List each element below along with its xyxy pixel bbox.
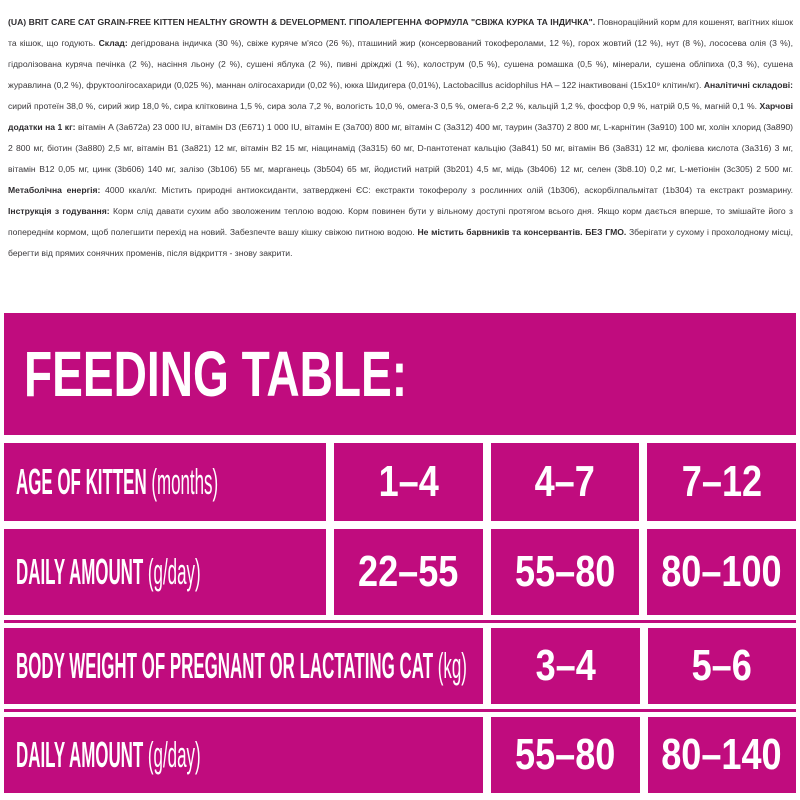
row-value-cell: 4–7 (490, 443, 640, 521)
label-text-segment: 4000 ккал/кг. Містить природні антиоксид… (105, 184, 793, 195)
label-text-bold-segment: Склад: (98, 37, 131, 48)
row-value-cell: 3–4 (491, 628, 640, 704)
row-label-cell: AGE OF KITTEN (months) (4, 443, 326, 521)
label-text-segment: Повнораційний корм для кошенят, вагітних… (8, 16, 793, 48)
row-value: 4–7 (534, 457, 596, 506)
label-text-bold-segment: Аналітичні складові: (703, 79, 793, 90)
label-text-segment: Зберігати у сухому і прохолодному місці,… (8, 226, 793, 258)
row-separator (4, 615, 796, 628)
row-separator (4, 521, 796, 529)
feeding-table-title-text: FEEDING TABLE: (24, 338, 408, 410)
row-label-cell: BODY WEIGHT OF PREGNANT OR LACTATING CAT… (4, 628, 483, 704)
row-value-cell: 80–140 (647, 717, 796, 793)
feeding-table-row: DAILY AMOUNT (g/day) 22–55 55–80 80–100 (4, 529, 797, 615)
feeding-table: AGE OF KITTEN (months) 1–4 4–7 7–12 DAILY AM… (4, 435, 797, 793)
row-value-cell: 55–80 (490, 529, 640, 615)
row-separator (4, 704, 796, 717)
row-label: AGE OF KITTEN (months) (16, 461, 219, 502)
ingredients-text: (UA) BRIT CARE CAT GRAIN-FREE KITTEN HEA… (8, 12, 793, 264)
row-separator (4, 435, 796, 443)
row-value-cell: 1–4 (334, 443, 483, 521)
feeding-table-row: AGE OF KITTEN (months) 1–4 4–7 7–12 (4, 443, 797, 521)
row-value: 55–80 (514, 547, 616, 596)
row-value: 1–4 (378, 457, 439, 506)
label-text-bold-segment: Інструкція з годування: (8, 205, 113, 216)
row-value-cell: 55–80 (491, 717, 640, 793)
row-value: 7–12 (681, 457, 762, 506)
row-value: 5–6 (691, 641, 752, 690)
label-text-segment: вітамін A (3a672a) 23 000 IU, вітамін D3… (8, 121, 793, 174)
row-label: DAILY AMOUNT (g/day) (16, 734, 201, 775)
row-value: 80–140 (661, 730, 782, 779)
row-value-cell: 7–12 (647, 443, 797, 521)
row-label: DAILY AMOUNT (g/day) (16, 551, 201, 592)
label-text-segment: дегідрована індичка (30 %), свіже куряче… (8, 37, 793, 90)
row-value: 80–100 (661, 547, 782, 596)
label-text-segment: Корм слід давати сухим або зволоженим те… (8, 205, 793, 237)
row-label: BODY WEIGHT OF PREGNANT OR LACTATING CAT… (16, 645, 467, 686)
row-value-cell: 80–100 (647, 529, 797, 615)
feeding-table-row: DAILY AMOUNT (g/day) 55–80 80–140 (4, 717, 796, 793)
label-text-bold-segment: Не містить барвників та консервантів. БЕ… (417, 226, 629, 237)
feeding-table-section: FEEDING TABLE: AGE OF KITTEN (months) 1–4… (4, 313, 797, 793)
row-label-cell: DAILY AMOUNT (g/day) (4, 717, 483, 793)
label-text-bold-segment: Метаболічна енергія: (8, 184, 106, 195)
row-label-cell: DAILY AMOUNT (g/day) (4, 529, 326, 615)
feeding-table-row: BODY WEIGHT OF PREGNANT OR LACTATING CAT… (4, 628, 796, 704)
label-text-bold-segment: Харчові додатки на 1 кг: (8, 100, 793, 132)
row-value: 22–55 (358, 547, 459, 596)
row-value-cell: 22–55 (334, 529, 483, 615)
label-text-segment: сирий протеїн 38,0 %, сирий жир 18,0 %, … (8, 100, 760, 111)
label-text-bold-segment: (UA) BRIT CARE CAT GRAIN-FREE KITTEN HEA… (8, 16, 598, 27)
row-value: 55–80 (515, 730, 616, 779)
feeding-table-title: FEEDING TABLE: (4, 313, 796, 435)
row-value-cell: 5–6 (647, 628, 796, 704)
row-value: 3–4 (535, 641, 596, 690)
